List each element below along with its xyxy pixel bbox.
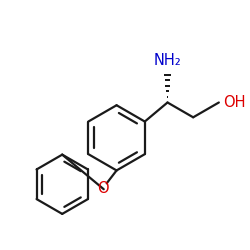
Text: O: O (97, 181, 108, 196)
Text: OH: OH (223, 95, 245, 110)
Text: NH₂: NH₂ (154, 53, 182, 68)
